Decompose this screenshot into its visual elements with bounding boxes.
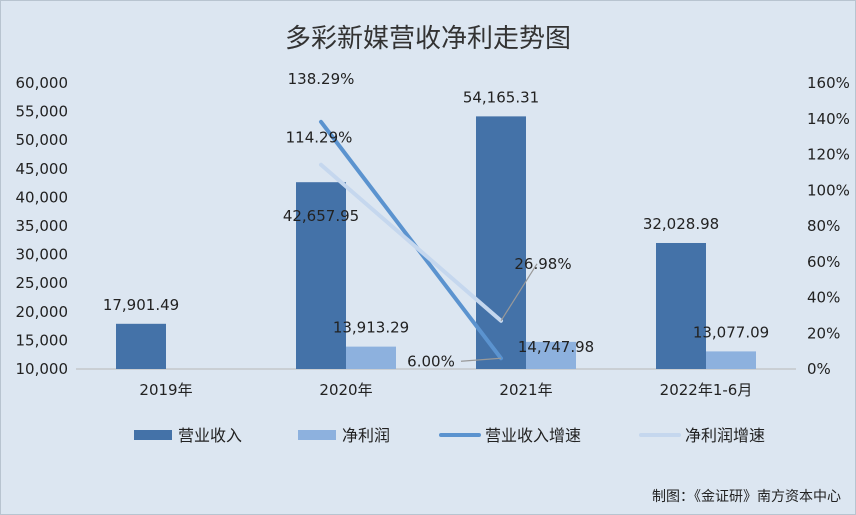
net-profit-bar xyxy=(526,341,576,369)
revenue-bar xyxy=(116,323,166,369)
y-left-tick-label: 35,000 xyxy=(16,217,69,235)
revenue-growth-line xyxy=(319,119,503,361)
net-profit-bar xyxy=(706,351,756,369)
net-profit-data-label: 13,077.09 xyxy=(693,323,769,341)
y-left-tick-label: 20,000 xyxy=(16,303,69,321)
revenue-bar xyxy=(296,182,346,369)
y-right-tick-label: 40% xyxy=(807,289,840,307)
y-right-tick-label: 80% xyxy=(807,217,840,235)
y-left-tick-label: 15,000 xyxy=(16,331,69,349)
legend-label: 净利润增速 xyxy=(685,426,765,445)
x-tick-label: 2021年 xyxy=(499,381,552,399)
revenue-data-label: 54,165.31 xyxy=(463,88,539,106)
y-left-tick-label: 55,000 xyxy=(16,103,69,121)
net-profit-data-label: 13,913.29 xyxy=(333,319,409,337)
net-profit-data-label: 14,747.98 xyxy=(518,338,594,356)
revenue-data-label: 42,657.95 xyxy=(283,207,359,225)
x-tick-label: 2022年1-6月 xyxy=(660,381,753,399)
y-right-tick-label: 60% xyxy=(807,253,840,271)
legend-swatch xyxy=(298,430,336,440)
y-left-tick-label: 10,000 xyxy=(16,360,69,378)
y-left-tick-label: 60,000 xyxy=(16,74,69,92)
y-left-tick-label: 30,000 xyxy=(16,246,69,264)
plot-area: 10,000 15,000 20,000 25,000 30,000 35,000 40,0… xyxy=(16,70,850,399)
legend-label: 营业收入增速 xyxy=(485,426,581,445)
legend-label: 营业收入 xyxy=(178,426,242,445)
revenue-data-label: 17,901.49 xyxy=(103,296,179,314)
leader-line xyxy=(460,357,502,362)
y-right-tick-label: 120% xyxy=(807,146,850,164)
revenue-growth-label: 6.00% xyxy=(407,352,455,370)
y-right-tick-label: 160% xyxy=(807,74,850,92)
y-right-tick-label: 20% xyxy=(807,324,840,342)
y-left-tick-label: 50,000 xyxy=(16,131,69,149)
revenue-growth-label: 138.29% xyxy=(288,70,355,88)
net-profit-growth-label: 114.29% xyxy=(286,129,353,147)
net-profit-growth-line xyxy=(319,162,503,323)
legend-label: 净利润 xyxy=(342,426,390,445)
y-right-tick-label: 140% xyxy=(807,110,850,128)
x-tick-label: 2019年 xyxy=(139,381,192,399)
revenue-data-label: 32,028.98 xyxy=(643,215,719,233)
y-left-tick-label: 25,000 xyxy=(16,274,69,292)
revenue-bar xyxy=(656,242,706,369)
chart-title: 多彩新媒营收净利走势图 xyxy=(285,24,571,54)
revenue-bar xyxy=(476,116,526,370)
credit-text: 制图：《金证研》南方资本中心 xyxy=(652,489,841,505)
y-left-tick-label: 40,000 xyxy=(16,188,69,206)
x-tick-label: 2020年 xyxy=(319,381,372,399)
y-right-tick-label: 100% xyxy=(807,181,850,199)
leader-line xyxy=(500,263,538,322)
legend-swatch xyxy=(134,430,172,440)
y-left-tick-label: 45,000 xyxy=(16,160,69,178)
legend: 营业收入 净利润 营业收入增速 净利润增速 xyxy=(134,426,765,445)
net-profit-growth-label: 26.98% xyxy=(514,255,571,273)
y-right-tick-label: 0% xyxy=(807,360,831,378)
net-profit-bar xyxy=(346,346,396,369)
